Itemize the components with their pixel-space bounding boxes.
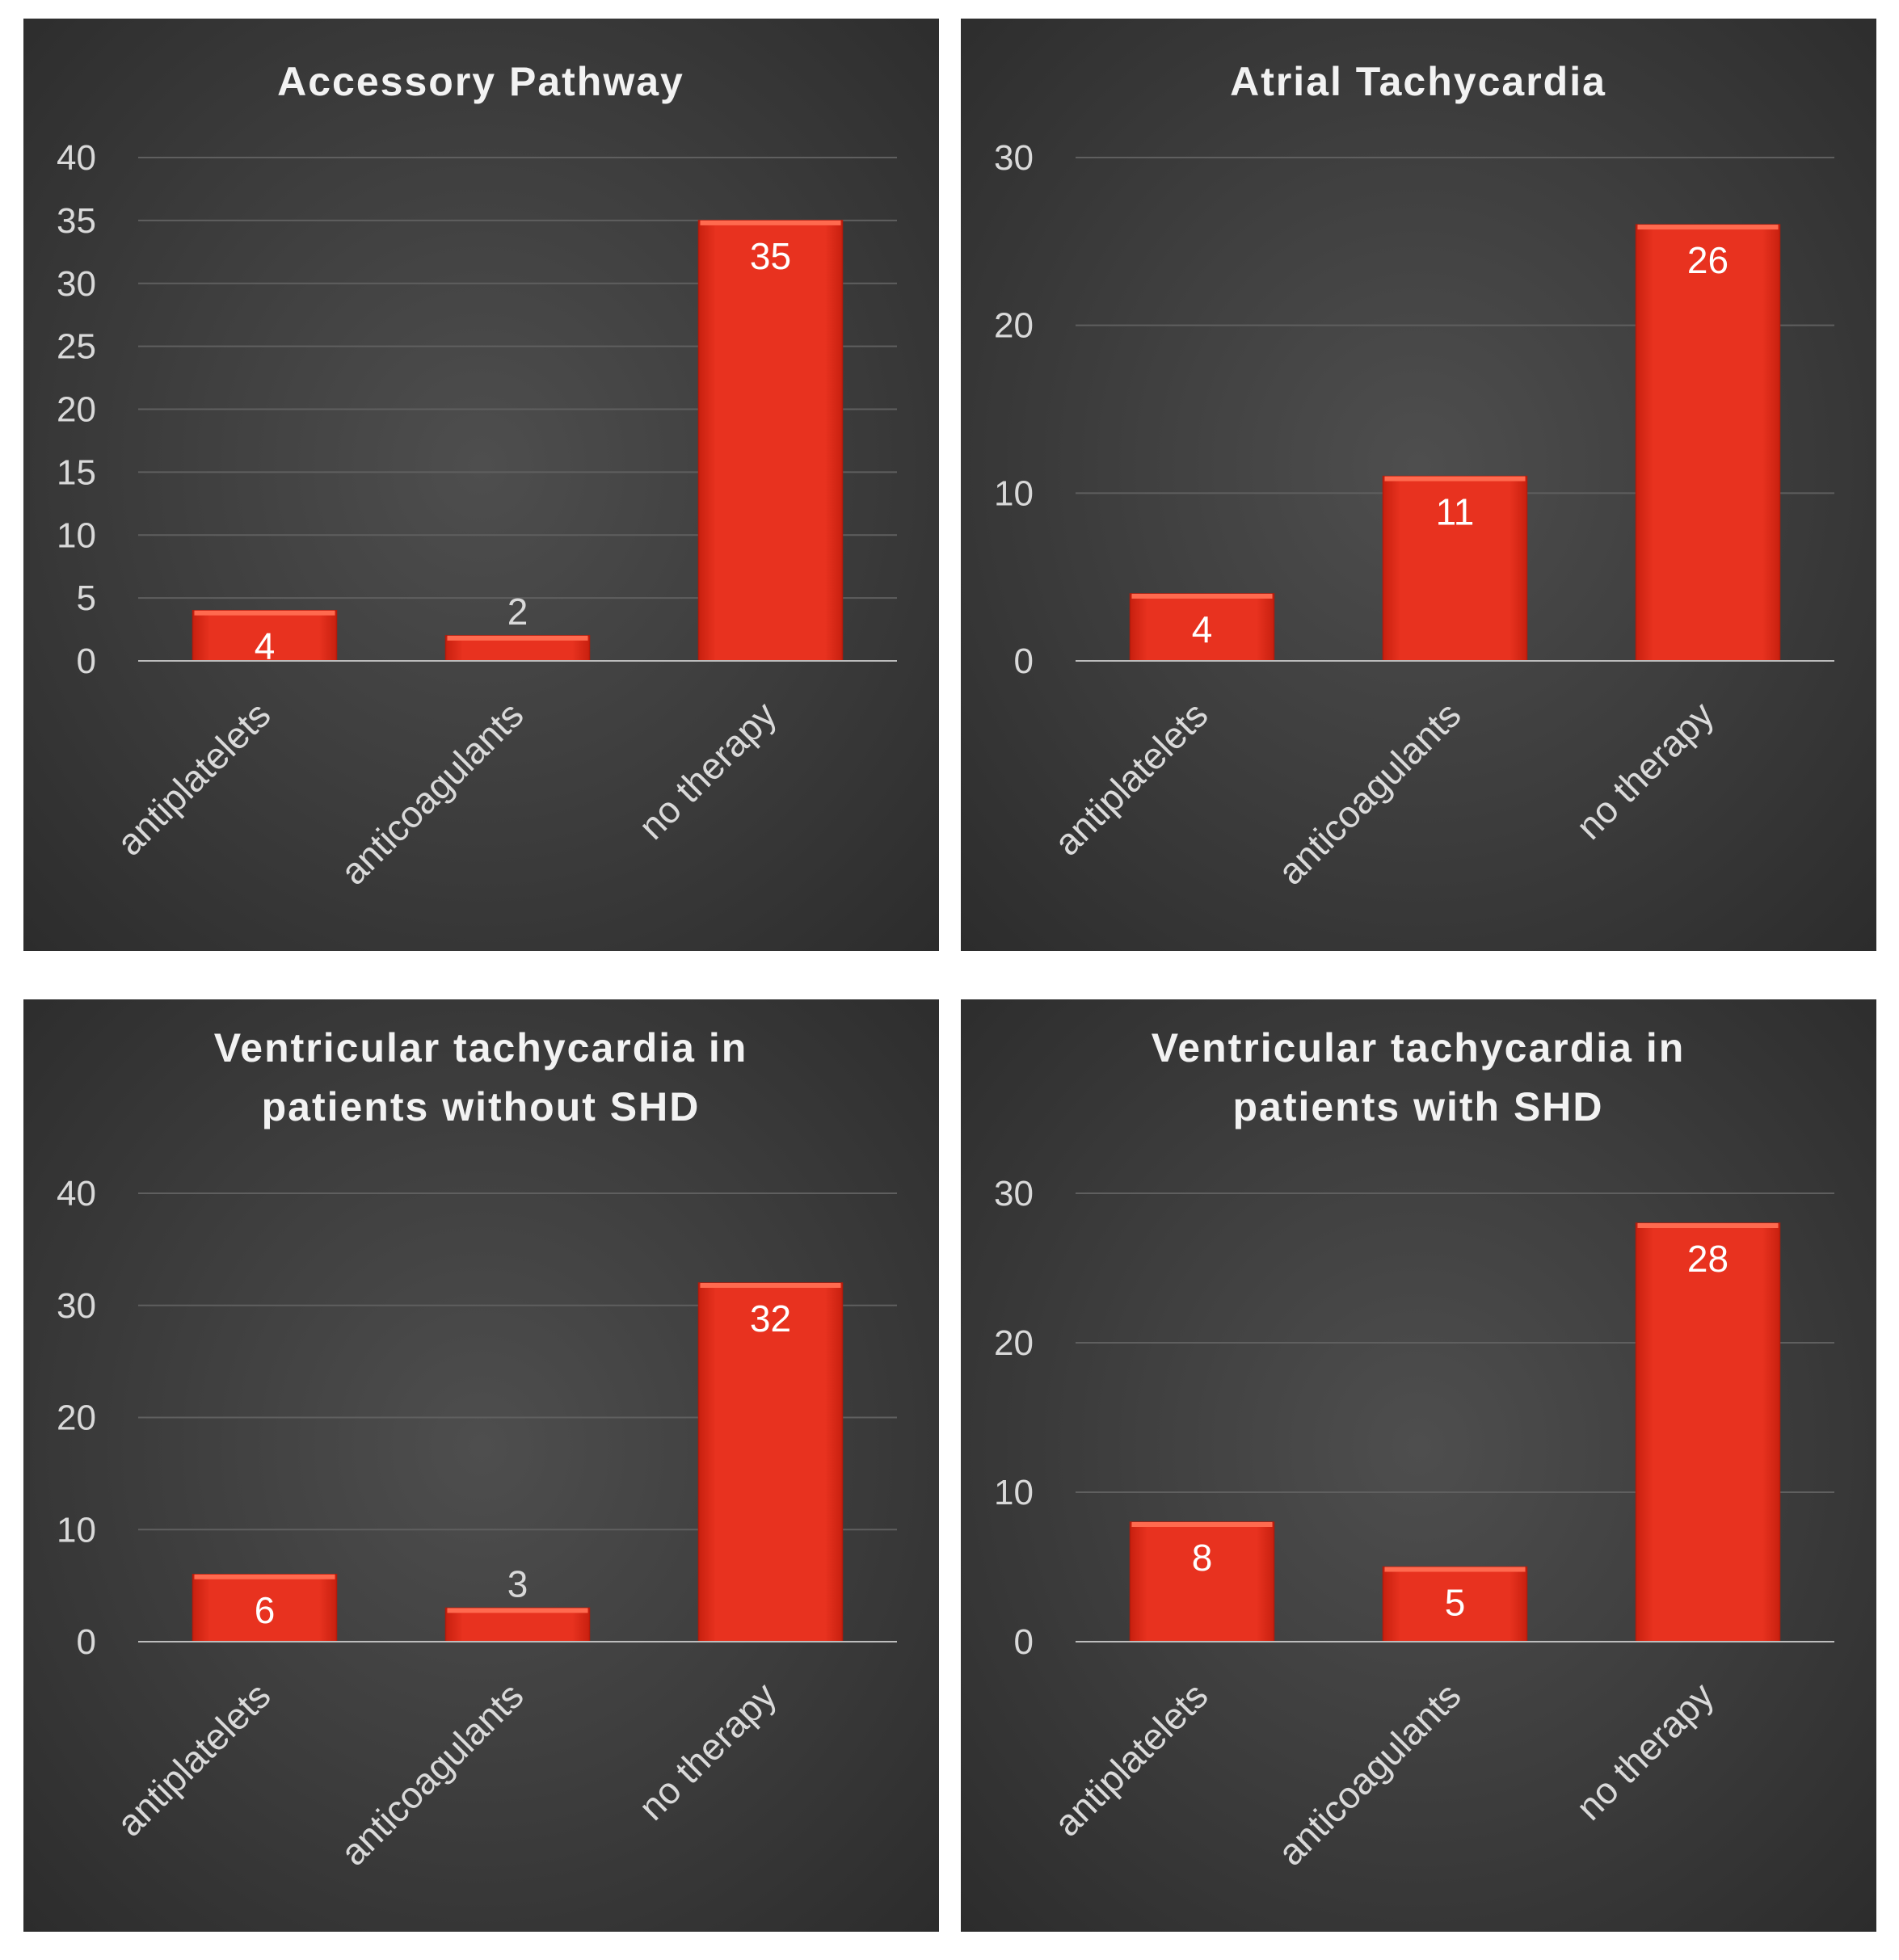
bar-highlight xyxy=(700,220,841,225)
chart-svg: Ventricular tachycardia in patients with … xyxy=(994,1025,1834,1874)
bar xyxy=(697,1282,844,1642)
category-label: anticoagulants xyxy=(332,693,532,893)
category-label: antiplatelets xyxy=(1046,1674,1215,1844)
y-tick-label: 35 xyxy=(57,201,96,241)
bar-highlight xyxy=(700,1283,841,1288)
category-label: anticoagulants xyxy=(332,1674,532,1874)
data-label: 28 xyxy=(1687,1238,1728,1280)
bar xyxy=(1129,593,1275,662)
chart-panel-vt-with-shd: Ventricular tachycardia in patients with … xyxy=(961,999,1876,1932)
data-label: 3 xyxy=(507,1563,528,1605)
category-label: no therapy xyxy=(630,1674,784,1828)
bar-highlight xyxy=(1384,1567,1526,1572)
category-label: no therapy xyxy=(630,693,784,847)
y-tick-label: 10 xyxy=(57,515,96,555)
y-tick-label: 25 xyxy=(57,327,96,367)
bar xyxy=(1382,1566,1528,1642)
bar-highlight xyxy=(447,1608,588,1613)
y-tick-label: 30 xyxy=(57,1286,96,1326)
y-tick-label: 20 xyxy=(57,390,96,430)
bar-highlight xyxy=(1637,225,1779,230)
category-label: antiplatelets xyxy=(108,693,278,863)
chart-title: Ventricular tachycardia in xyxy=(214,1025,748,1070)
chart-panel-accessory-pathway: Accessory Pathway 0 5 10 15 20 25 30 35 40 4 2 35 ant… xyxy=(23,19,939,951)
bar xyxy=(697,220,844,662)
chart-title: Ventricular tachycardia in xyxy=(1152,1025,1686,1070)
data-label: 5 xyxy=(1445,1582,1466,1624)
data-label: 4 xyxy=(1192,608,1213,650)
data-label: 32 xyxy=(750,1298,791,1340)
category-label: antiplatelets xyxy=(1046,693,1215,863)
chart-title: patients with SHD xyxy=(1232,1084,1603,1129)
bar xyxy=(444,1607,591,1642)
bar-highlight xyxy=(1637,1223,1779,1228)
y-tick-label: 10 xyxy=(994,473,1034,513)
chart-title: Atrial Tachycardia xyxy=(1230,59,1606,104)
category-label: anticoagulants xyxy=(1270,1674,1469,1874)
y-tick-label: 40 xyxy=(57,1174,96,1213)
y-tick-label: 30 xyxy=(57,264,96,304)
chart-panel-vt-without-shd: Ventricular tachycardia in patients witho… xyxy=(23,999,939,1932)
bar xyxy=(1635,224,1781,662)
bar-highlight xyxy=(1131,593,1273,599)
y-tick-label: 0 xyxy=(77,1622,96,1662)
y-tick-label: 20 xyxy=(57,1398,96,1438)
chart-title: Accessory Pathway xyxy=(277,59,684,104)
data-label: 26 xyxy=(1687,239,1728,281)
y-tick-label: 40 xyxy=(57,138,96,178)
y-tick-label: 10 xyxy=(994,1473,1034,1512)
bar-highlight xyxy=(1131,1522,1273,1527)
y-tick-label: 10 xyxy=(57,1510,96,1550)
bar xyxy=(192,609,338,662)
y-tick-label: 0 xyxy=(1014,641,1034,681)
bar-highlight xyxy=(447,635,588,641)
chart-svg: Ventricular tachycardia in patients witho… xyxy=(57,1025,897,1874)
chart-panel-atrial-tachycardia: Atrial Tachycardia 0 10 20 30 4 11 26 antiplatel… xyxy=(961,19,1876,951)
y-tick-label: 0 xyxy=(1014,1622,1034,1662)
category-label: no therapy xyxy=(1568,1674,1721,1828)
data-label: 11 xyxy=(1436,491,1475,533)
y-tick-label: 30 xyxy=(994,138,1034,178)
bar xyxy=(1129,1521,1275,1642)
y-tick-label: 30 xyxy=(994,1174,1034,1213)
data-label: 35 xyxy=(750,235,791,277)
bar xyxy=(1382,475,1528,662)
bar xyxy=(192,1574,338,1642)
chart-svg: Atrial Tachycardia 0 10 20 30 4 11 26 antiplatel… xyxy=(994,59,1834,893)
data-label: 8 xyxy=(1192,1537,1213,1579)
bar-highlight xyxy=(194,610,335,616)
y-tick-label: 5 xyxy=(77,578,96,618)
category-label: anticoagulants xyxy=(1270,693,1469,893)
data-label: 2 xyxy=(507,591,528,633)
y-tick-label: 15 xyxy=(57,452,96,492)
category-label: no therapy xyxy=(1568,693,1721,847)
bar-highlight xyxy=(194,1574,335,1579)
bar-highlight xyxy=(1384,476,1526,482)
bar xyxy=(1635,1222,1781,1642)
category-label: antiplatelets xyxy=(108,1674,278,1844)
chart-title: patients without SHD xyxy=(262,1084,701,1129)
y-tick-label: 0 xyxy=(77,641,96,681)
data-label: 6 xyxy=(255,1589,276,1631)
y-tick-label: 20 xyxy=(994,1323,1034,1363)
y-tick-label: 20 xyxy=(994,306,1034,346)
chart-svg: Accessory Pathway05101520253035404235ant… xyxy=(57,59,897,893)
